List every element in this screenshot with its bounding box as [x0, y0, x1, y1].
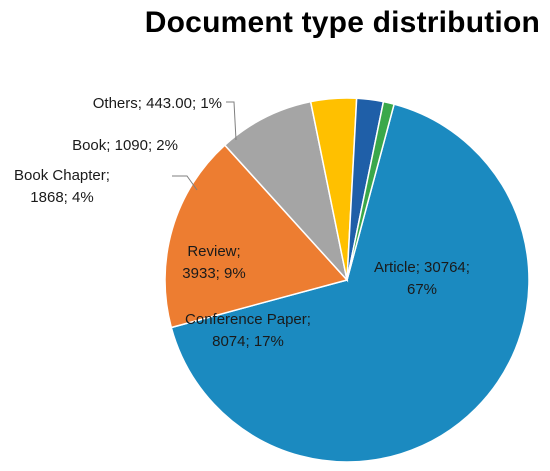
data-label-conference-paper: Conference Paper; 8074; 17% — [185, 311, 311, 350]
pie-slice-others — [346, 100, 396, 281]
leader-line-book-chapter — [172, 175, 198, 191]
leader-line-others — [226, 101, 237, 141]
data-label-article: Article; 30764; 67% — [374, 259, 470, 298]
chart-title: Document type distribution — [144, 6, 540, 39]
data-label-book: Book; 1090; 2% — [72, 137, 178, 154]
data-label-book-chapter: Book Chapter; 1868; 4% — [14, 167, 110, 206]
data-label-others: Others; 443.00; 1% — [93, 95, 222, 112]
pie-slice-conference-paper — [164, 144, 349, 329]
data-label-review: Review; 3933; 9% — [182, 243, 245, 282]
pie-slice-article — [170, 103, 530, 463]
pie-slice-review — [223, 100, 349, 283]
